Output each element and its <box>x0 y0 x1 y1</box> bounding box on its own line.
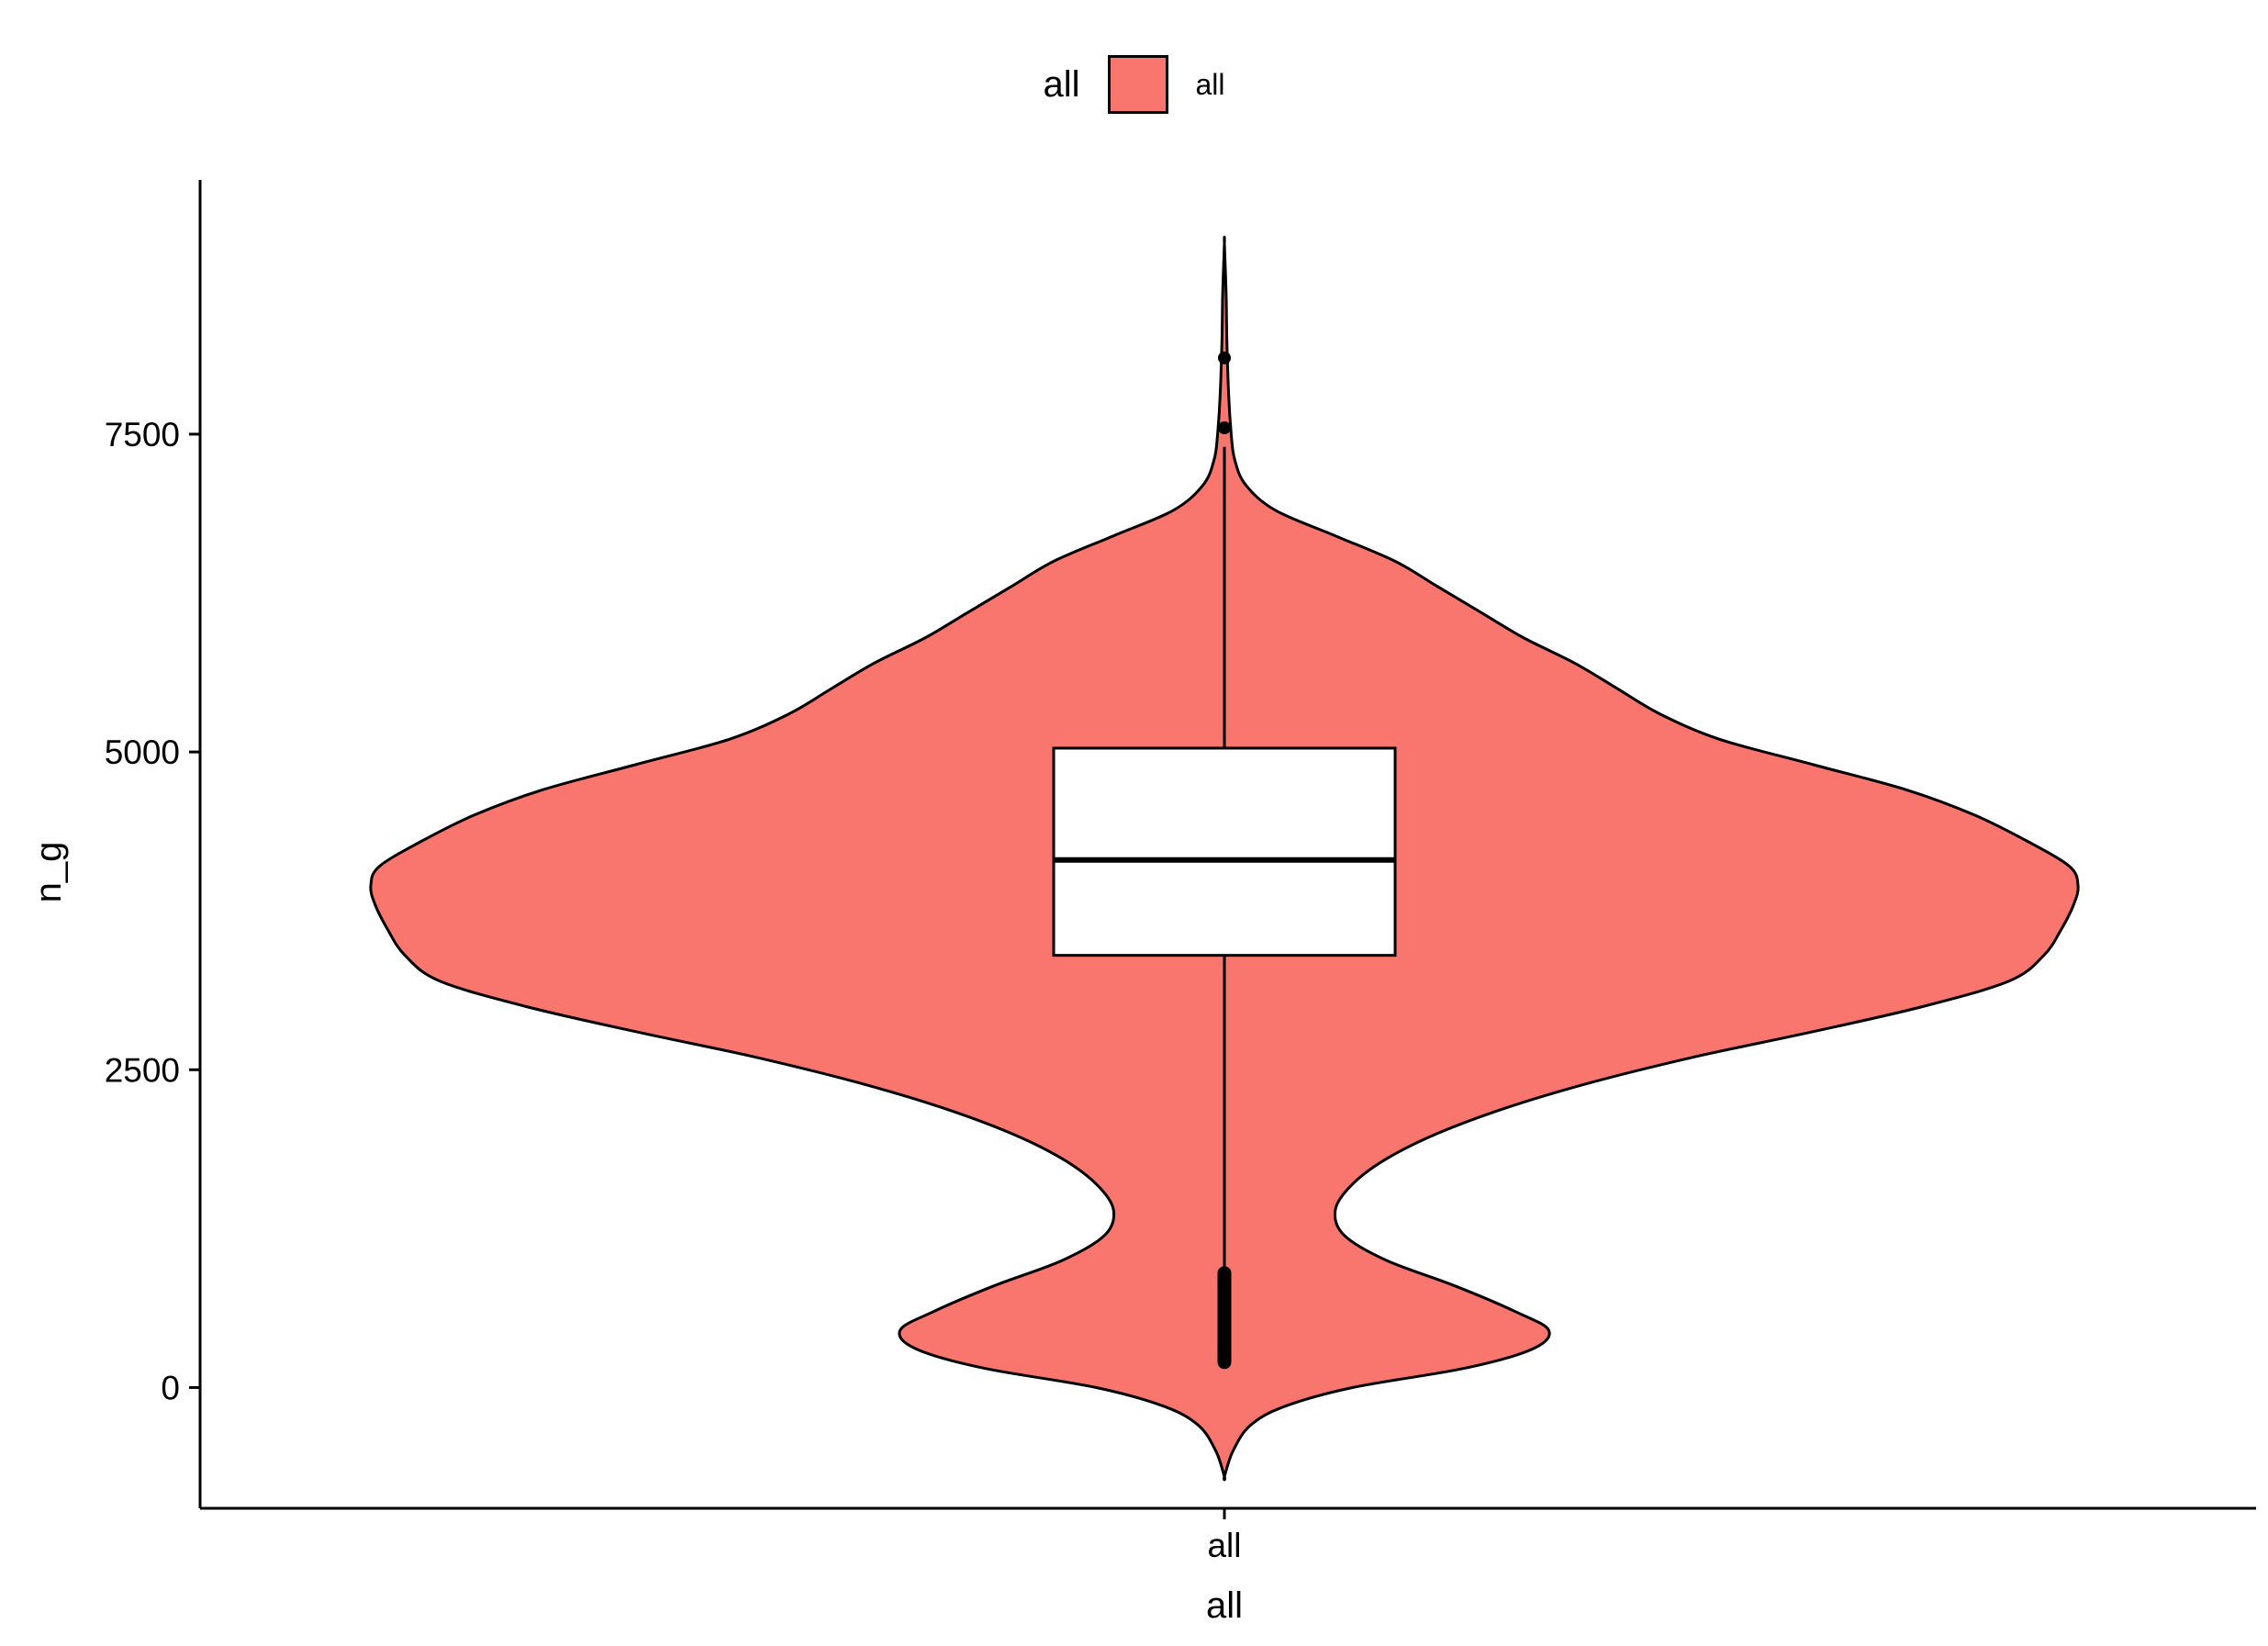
legend-key-all <box>1107 55 1168 114</box>
box-iqr <box>1052 746 1397 957</box>
outlier-point <box>1218 351 1231 364</box>
legend-label-all: all <box>1195 67 1225 101</box>
y-tick-label: 7500 <box>105 416 180 453</box>
y-axis-title: n_g <box>28 842 69 903</box>
x-tick-label: all <box>1207 1527 1241 1564</box>
outlier-point <box>1218 421 1231 435</box>
y-tick-label: 5000 <box>105 733 180 771</box>
axes-layer: 0 2500 5000 7500 all <box>105 180 2256 1564</box>
legend-title: all <box>1043 63 1080 105</box>
x-axis-title: all <box>1206 1585 1243 1626</box>
boxplot-layer <box>1052 351 1397 1370</box>
y-tick-label: 0 <box>161 1369 180 1406</box>
y-tick-label: 2500 <box>105 1051 180 1089</box>
legend: all all <box>0 48 2268 121</box>
